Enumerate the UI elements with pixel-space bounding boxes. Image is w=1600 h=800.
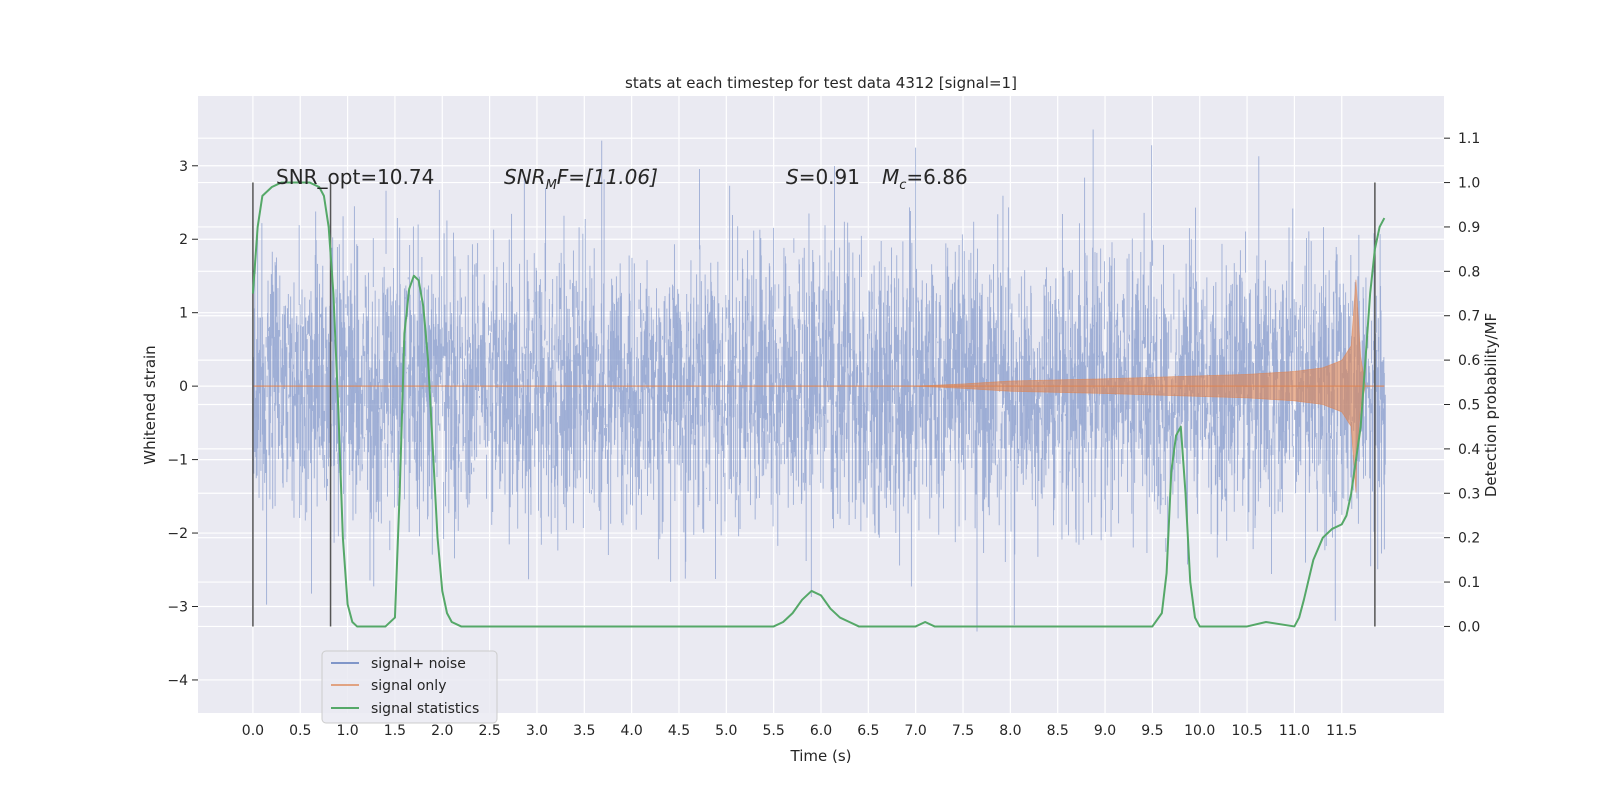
y2-tick-label: 0.4 — [1458, 442, 1480, 458]
legend-label-signal-statistics: signal statistics — [371, 701, 479, 717]
y-axis-label: Whitened strain — [141, 345, 159, 464]
series-signal-statistics — [251, 181, 1386, 628]
x-tick-label: 10.5 — [1231, 723, 1262, 739]
y-tick-labels: 3 2 1 0 −1 −2 −3 −4 — [167, 159, 198, 689]
x-tick-label: 11.0 — [1279, 723, 1310, 739]
x-tick-labels: 0.0 0.5 1.0 1.5 2.0 2.5 3.0 3.5 4.0 4.5 5.0 5.5 6.0 6… — [242, 723, 1358, 739]
x-tick-label: 0.0 — [242, 723, 264, 739]
y2-tick-label: 0.0 — [1458, 619, 1480, 635]
x-tick-label: 0.5 — [289, 723, 311, 739]
annotation-s: S=0.91 — [786, 165, 860, 189]
y-tick-label: 1 — [179, 306, 188, 322]
x-tick-label: 1.0 — [336, 723, 358, 739]
y2-tick-label: 1.0 — [1458, 176, 1480, 192]
y-tick-label: −3 — [167, 599, 188, 615]
y2-tick-label: 0.1 — [1458, 575, 1480, 591]
y2-axis-label: Detection probability/MF — [1482, 313, 1500, 497]
x-tick-label: 9.5 — [1141, 723, 1163, 739]
legend-label-signal-plus-noise: signal+ noise — [371, 656, 466, 672]
annotations: SNR_opt=10.74 SNRMF=[11.06] S=0.91 Mc=6.… — [276, 165, 968, 193]
x-tick-label: 6.0 — [810, 723, 832, 739]
y2-tick-label: 1.1 — [1458, 131, 1480, 147]
x-tick-label: 7.0 — [905, 723, 927, 739]
x-tick-label: 8.0 — [999, 723, 1021, 739]
x-tick-label: 1.5 — [384, 723, 406, 739]
x-tick-label: 5.0 — [715, 723, 737, 739]
legend-label-signal-only: signal only — [371, 678, 446, 694]
x-tick-label: 2.0 — [431, 723, 453, 739]
y-tick-label: 0 — [179, 379, 188, 395]
x-tick-label: 4.5 — [668, 723, 690, 739]
y2-tick-label: 0.8 — [1458, 264, 1480, 280]
annotation-snr-mf: SNRMF=[11.06] — [504, 165, 658, 193]
x-tick-label: 4.0 — [621, 723, 643, 739]
chart-title: stats at each timestep for test data 431… — [625, 74, 1017, 92]
y2-tick-label: 0.5 — [1458, 398, 1480, 414]
x-tick-label: 8.5 — [1047, 723, 1069, 739]
x-tick-label: 11.5 — [1326, 723, 1357, 739]
x-tick-label: 3.0 — [526, 723, 548, 739]
x-axis-label: Time (s) — [790, 747, 852, 765]
y-tick-label: 3 — [179, 159, 188, 175]
annotation-snr-opt: SNR_opt=10.74 — [276, 165, 434, 189]
x-tick-label: 7.5 — [952, 723, 974, 739]
legend: signal+ noise signal only signal statist… — [321, 650, 498, 724]
x-tick-label: 6.5 — [857, 723, 879, 739]
y2-tick-labels: 1.1 1.0 0.9 0.8 0.7 0.6 0.5 0.4 0.3 0.2 0.1 0.0 — [1444, 131, 1480, 635]
signal-only-envelope — [915, 279, 1366, 493]
y2-tick-label: 0.6 — [1458, 353, 1480, 369]
x-tick-label: 3.5 — [573, 723, 595, 739]
x-tick-label: 10.0 — [1184, 723, 1215, 739]
y2-tick-label: 0.3 — [1458, 486, 1480, 502]
x-tick-label: 2.5 — [478, 723, 500, 739]
legend-box — [321, 650, 498, 724]
signal-statistics-line — [251, 181, 1386, 628]
y-tick-label: −1 — [167, 453, 188, 469]
y-tick-label: −4 — [167, 673, 188, 689]
x-tick-label: 9.0 — [1094, 723, 1116, 739]
series-signal-only — [252, 279, 1385, 493]
y2-tick-label: 0.2 — [1458, 531, 1480, 547]
y-tick-label: −2 — [167, 526, 188, 542]
x-tick-label: 5.5 — [763, 723, 785, 739]
y2-tick-label: 0.7 — [1458, 309, 1480, 325]
annotation-mc: Mc=6.86 — [882, 165, 968, 193]
y2-tick-label: 0.9 — [1458, 220, 1480, 236]
y-tick-label: 2 — [179, 232, 188, 248]
